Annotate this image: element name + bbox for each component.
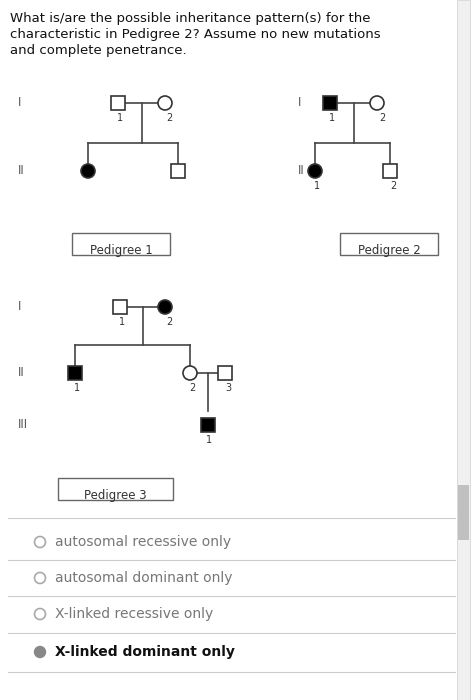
Circle shape <box>81 164 95 178</box>
Text: 1: 1 <box>314 181 320 191</box>
Text: II: II <box>18 164 25 178</box>
Text: Pedigree 2: Pedigree 2 <box>358 244 420 257</box>
Text: Pedigree 3: Pedigree 3 <box>84 489 146 502</box>
Bar <box>111 96 125 110</box>
Text: 3: 3 <box>225 383 231 393</box>
Circle shape <box>35 536 46 547</box>
Bar <box>171 164 185 178</box>
Bar <box>457 0 470 700</box>
Circle shape <box>158 300 172 314</box>
Circle shape <box>158 96 172 110</box>
Text: II: II <box>298 164 305 178</box>
Bar <box>72 233 170 255</box>
Text: X-linked dominant only: X-linked dominant only <box>55 645 235 659</box>
Text: 1: 1 <box>329 113 335 123</box>
Text: I: I <box>298 97 301 109</box>
Bar <box>458 485 469 540</box>
Bar <box>58 478 173 500</box>
Text: 1: 1 <box>207 435 213 445</box>
Bar <box>200 418 215 432</box>
Text: autosomal recessive only: autosomal recessive only <box>55 535 231 549</box>
Bar <box>383 164 397 178</box>
Bar <box>218 366 232 380</box>
Text: 2: 2 <box>390 181 396 191</box>
Circle shape <box>35 647 46 657</box>
Bar <box>113 300 127 314</box>
Text: autosomal dominant only: autosomal dominant only <box>55 571 232 585</box>
Text: I: I <box>18 300 21 314</box>
Text: I: I <box>18 97 21 109</box>
Circle shape <box>370 96 384 110</box>
Bar <box>323 96 337 110</box>
Text: 2: 2 <box>166 317 172 327</box>
Bar <box>340 233 438 255</box>
Bar <box>68 366 82 380</box>
Circle shape <box>35 573 46 584</box>
Text: III: III <box>18 419 28 431</box>
Circle shape <box>35 608 46 620</box>
Text: 2: 2 <box>166 113 172 123</box>
Text: characteristic in Pedigree 2? Assume no new mutations: characteristic in Pedigree 2? Assume no … <box>10 28 380 41</box>
Text: 1: 1 <box>74 383 80 393</box>
Text: Pedigree 1: Pedigree 1 <box>90 244 152 257</box>
Text: 2: 2 <box>379 113 385 123</box>
Text: II: II <box>18 367 25 379</box>
Text: 2: 2 <box>189 383 195 393</box>
Text: 1: 1 <box>117 113 123 123</box>
Circle shape <box>183 366 197 380</box>
Text: X-linked recessive only: X-linked recessive only <box>55 607 213 621</box>
Text: What is/are the possible inheritance pattern(s) for the: What is/are the possible inheritance pat… <box>10 12 370 25</box>
Text: and complete penetrance.: and complete penetrance. <box>10 44 187 57</box>
Circle shape <box>308 164 322 178</box>
Text: 1: 1 <box>119 317 125 327</box>
